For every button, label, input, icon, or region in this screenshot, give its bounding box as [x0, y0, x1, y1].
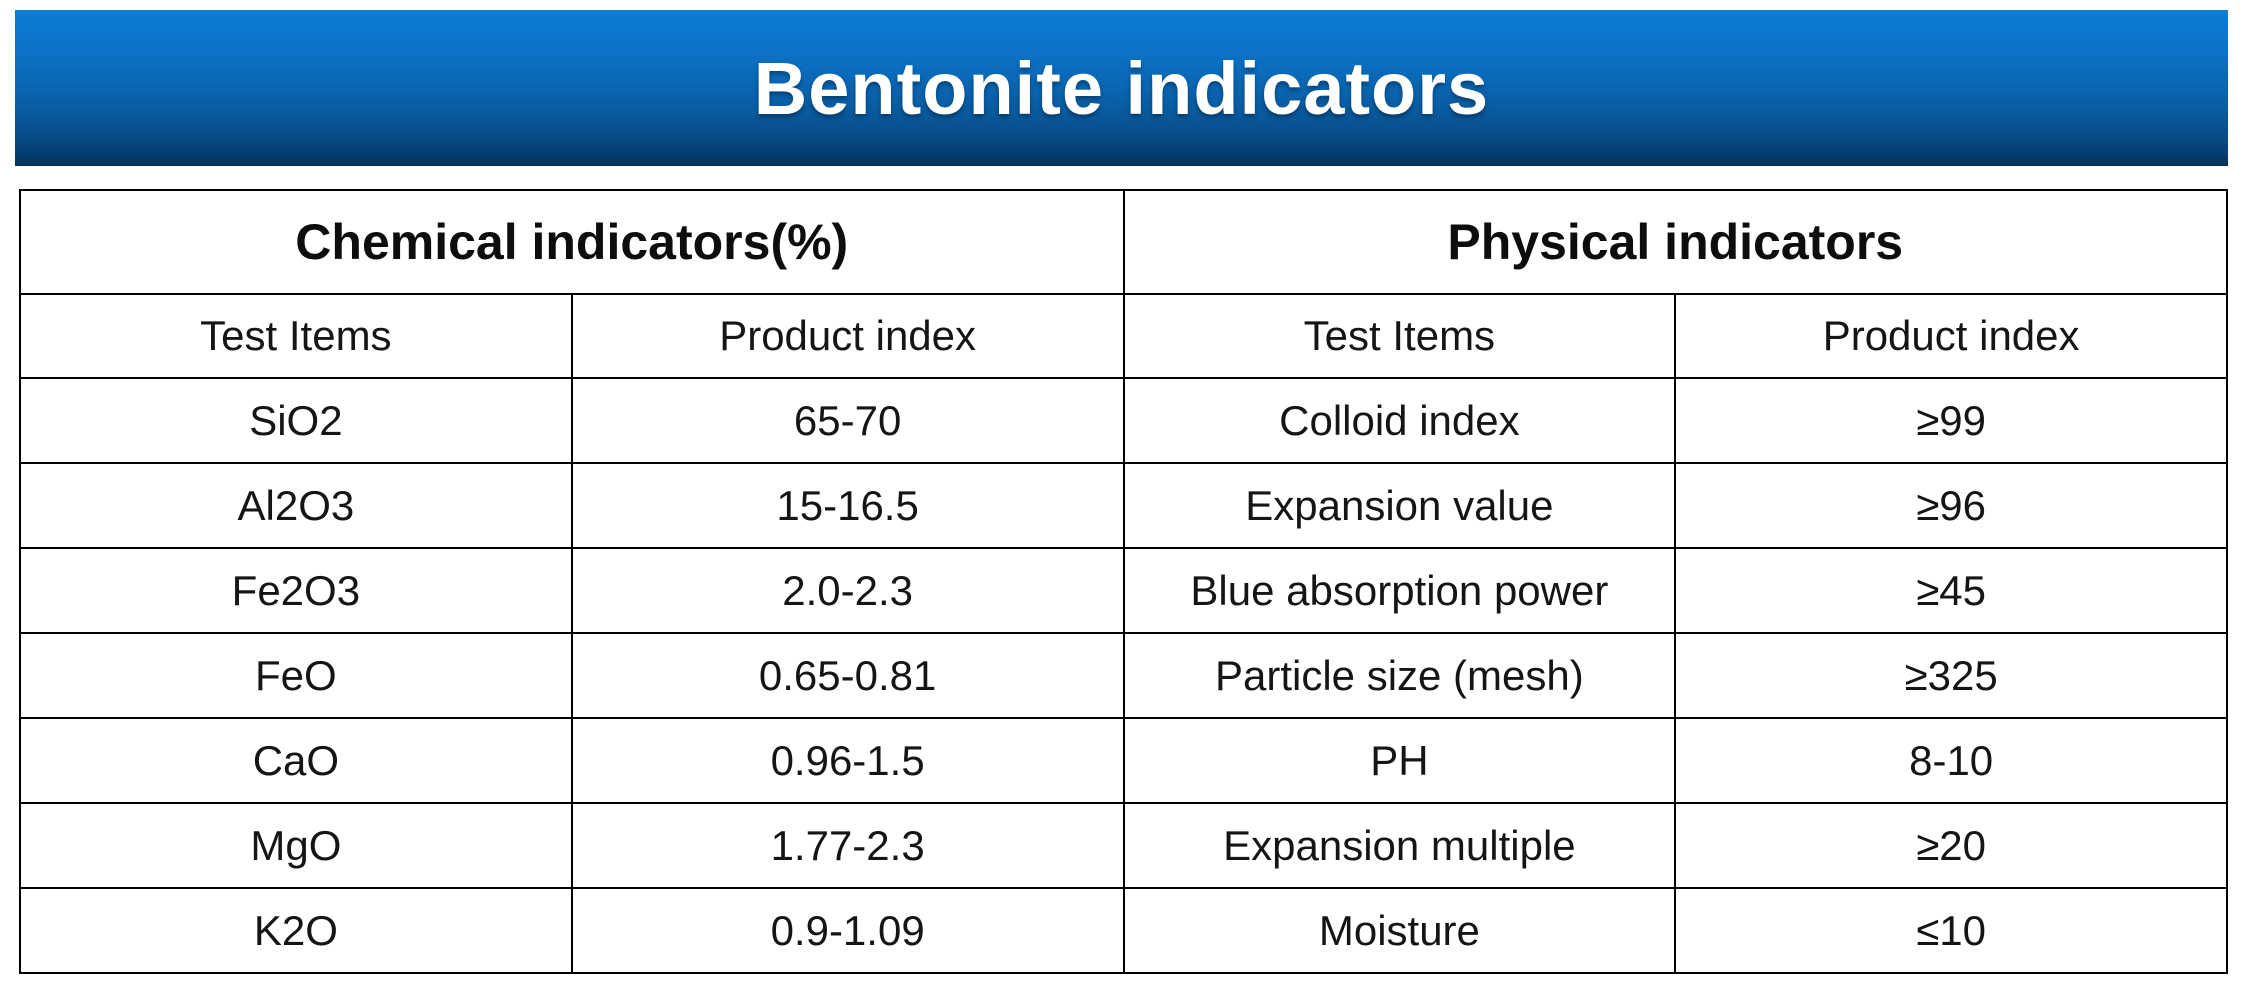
table-row: Al2O3 15-16.5 Expansion value ≥96 [19, 462, 2228, 549]
physical-value: ≥45 [1674, 547, 2228, 634]
col-header-physical-test-items: Test Items [1122, 293, 1677, 379]
physical-value: ≥96 [1674, 462, 2228, 549]
chemical-item: Al2O3 [19, 462, 573, 549]
section-header-physical: Physical indicators [1122, 189, 2228, 295]
table-row: SiO2 65-70 Colloid index ≥99 [19, 377, 2228, 464]
col-header-chemical-product-index: Product index [570, 293, 1125, 379]
physical-value: 8-10 [1674, 717, 2228, 804]
physical-value: ≤10 [1674, 887, 2228, 974]
physical-value: ≥99 [1674, 377, 2228, 464]
column-header-row: Test Items Product index Test Items Prod… [19, 293, 2228, 379]
indicators-table: Chemical indicators(%) Physical indicato… [19, 189, 2228, 974]
chemical-value: 65-70 [570, 377, 1125, 464]
table-row: MgO 1.77-2.3 Expansion multiple ≥20 [19, 802, 2228, 889]
physical-item: PH [1122, 717, 1677, 804]
chemical-item: MgO [19, 802, 573, 889]
col-header-chemical-test-items: Test Items [19, 293, 573, 379]
physical-item: Expansion value [1122, 462, 1677, 549]
physical-value: ≥325 [1674, 632, 2228, 719]
page-title: Bentonite indicators [753, 46, 1490, 130]
chemical-item: Fe2O3 [19, 547, 573, 634]
physical-item: Moisture [1122, 887, 1677, 974]
col-header-physical-product-index: Product index [1674, 293, 2228, 379]
chemical-value: 1.77-2.3 [570, 802, 1125, 889]
physical-item: Colloid index [1122, 377, 1677, 464]
chemical-item: K2O [19, 887, 573, 974]
chemical-value: 15-16.5 [570, 462, 1125, 549]
table-row: K2O 0.9-1.09 Moisture ≤10 [19, 887, 2228, 974]
table-row: CaO 0.96-1.5 PH 8-10 [19, 717, 2228, 804]
chemical-value: 0.9-1.09 [570, 887, 1125, 974]
table-row: FeO 0.65-0.81 Particle size (mesh) ≥325 [19, 632, 2228, 719]
physical-item: Expansion multiple [1122, 802, 1677, 889]
chemical-value: 0.96-1.5 [570, 717, 1125, 804]
chemical-value: 0.65-0.81 [570, 632, 1125, 719]
physical-item: Blue absorption power [1122, 547, 1677, 634]
section-header-row: Chemical indicators(%) Physical indicato… [19, 189, 2228, 295]
physical-item: Particle size (mesh) [1122, 632, 1677, 719]
chemical-item: CaO [19, 717, 573, 804]
chemical-item: FeO [19, 632, 573, 719]
chemical-value: 2.0-2.3 [570, 547, 1125, 634]
section-header-chemical: Chemical indicators(%) [19, 189, 1125, 295]
table-row: Fe2O3 2.0-2.3 Blue absorption power ≥45 [19, 547, 2228, 634]
chemical-item: SiO2 [19, 377, 573, 464]
physical-value: ≥20 [1674, 802, 2228, 889]
title-banner: Bentonite indicators [15, 10, 2228, 166]
